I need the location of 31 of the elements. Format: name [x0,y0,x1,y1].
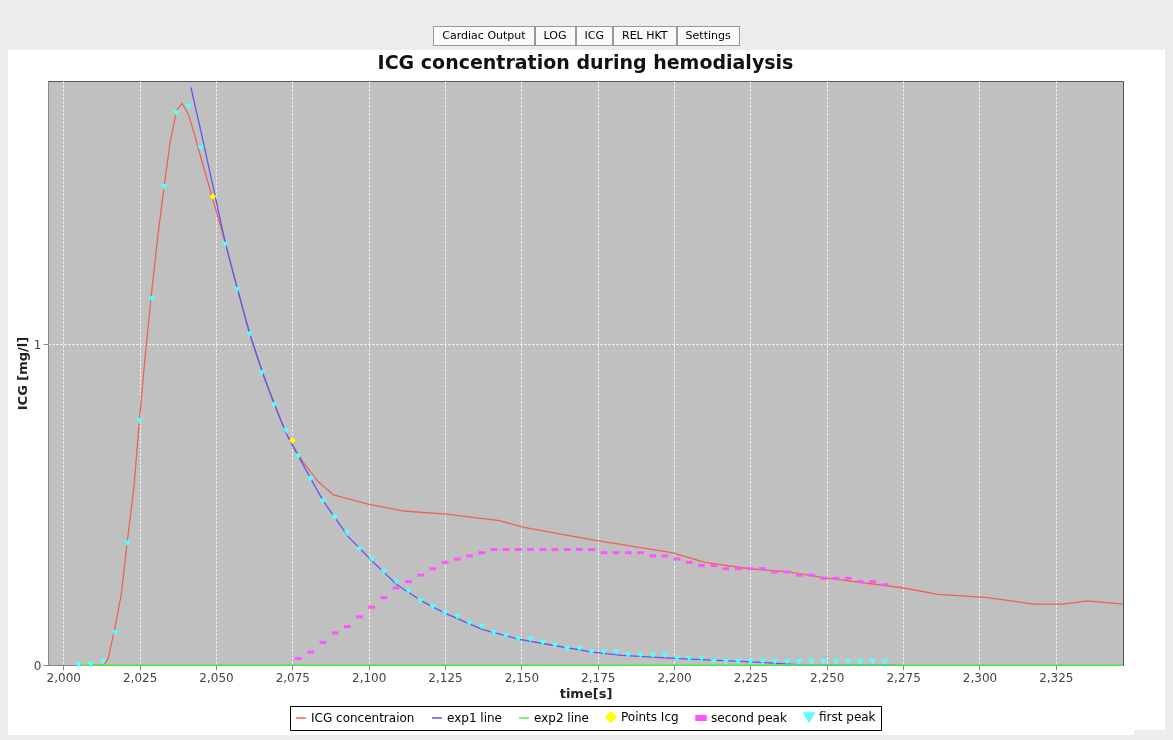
legend-label: exp1 line [447,711,502,725]
x-tick-label: 2,000 [46,670,81,685]
y-tick-label: 1 [33,337,42,352]
text: Cardiac Output [433,26,535,46]
point [288,437,296,444]
legend-label: ICG concentraion [311,711,415,725]
x-tick-label: 2,100 [351,670,387,685]
text: ICG [575,26,613,46]
x-tick-label: 2,075 [275,670,310,685]
x-tick-label: 2,025 [122,670,158,685]
chart-title: ICG concentration during hemodialysis [377,51,794,73]
legend-label: first peak [819,710,876,725]
y-tick-label: 0 [33,658,42,673]
x-tick-label: 2,050 [199,670,234,685]
x-tick-label: 2,275 [886,670,921,685]
x-tick-label: 2,250 [810,670,845,685]
legend-label: second peak [711,711,787,725]
x-tick-label: 2,200 [657,670,692,685]
legend-label: Points Icg [621,710,679,724]
x-tick-label: 2,150 [504,670,540,685]
legend-label: exp2 line [534,711,589,725]
text: LOG [534,26,576,46]
text: Settings [676,26,740,46]
x-tick-label: 2,325 [1039,670,1074,685]
text: REL HKT [612,26,677,46]
x-axis-title: time[s] [559,685,613,701]
x-tick-label: 2,225 [733,670,769,685]
x-tick-label: 2,300 [962,670,998,685]
y-axis-title: ICG [mg/l] [14,336,30,411]
x-tick-label: 2,125 [428,670,463,685]
x-tick-label: 2,175 [581,670,616,685]
